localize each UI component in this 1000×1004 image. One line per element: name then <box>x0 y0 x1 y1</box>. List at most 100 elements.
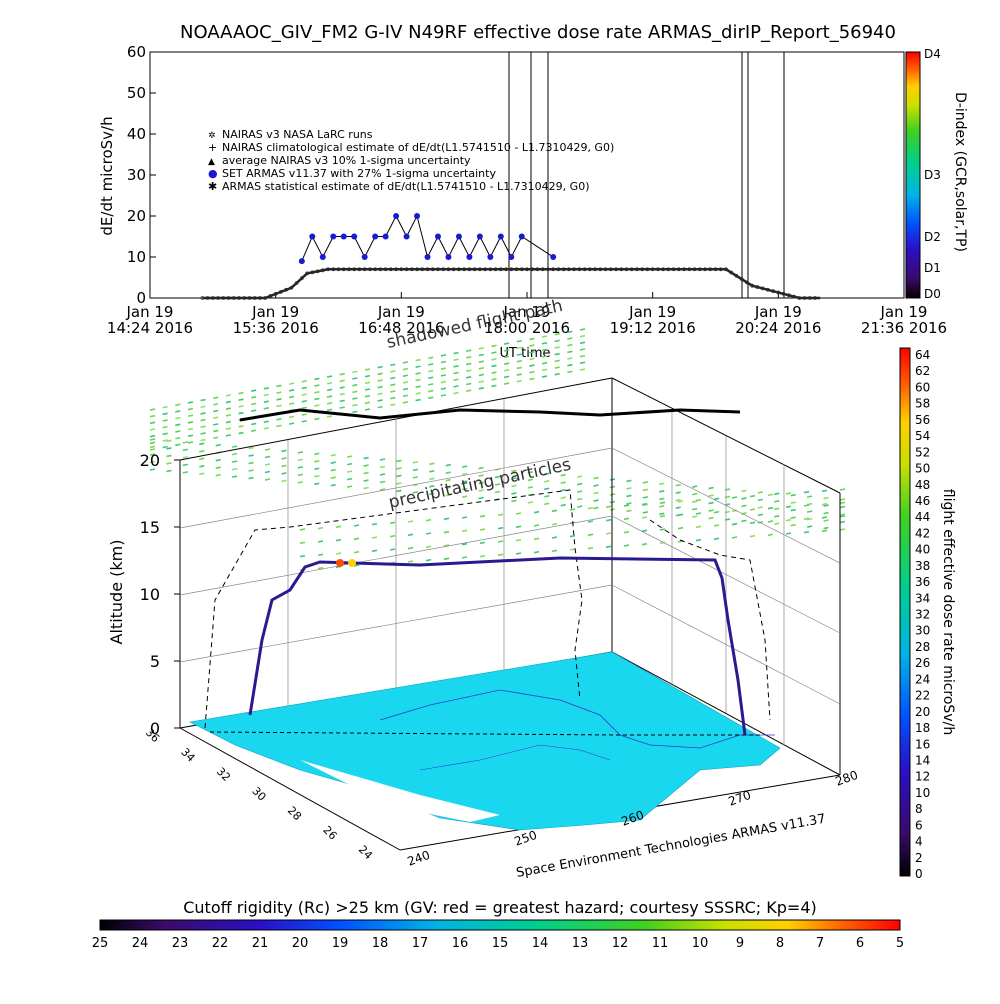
particle-dash <box>402 374 409 378</box>
particle-dash <box>264 470 271 474</box>
particle-dash <box>428 363 434 366</box>
particle-dash <box>415 398 421 402</box>
particle-dash <box>466 369 472 372</box>
particle-dash <box>288 402 295 405</box>
particle-dash <box>741 519 747 523</box>
particle-dash <box>213 416 219 420</box>
nairas-point <box>514 267 519 272</box>
flight-path-peak-dose <box>348 559 356 567</box>
cutoff-rigidity-tick-label: 8 <box>776 936 784 951</box>
particle-dash <box>790 523 796 527</box>
particle-dash <box>251 429 257 432</box>
particle-dash <box>641 529 648 533</box>
particle-dash <box>503 362 510 365</box>
particle-dash <box>479 528 486 531</box>
nairas-point <box>530 267 535 272</box>
particle-dash <box>478 373 484 377</box>
particle-dash <box>785 518 792 522</box>
shadowed-flight-path-right <box>649 519 771 721</box>
particle-dash <box>352 390 358 394</box>
particle-dash <box>301 419 307 423</box>
particle-dash <box>299 541 306 545</box>
particle-dash <box>774 492 780 496</box>
particle-dash <box>494 483 501 486</box>
particle-dash <box>412 491 419 494</box>
particle-dash <box>541 368 548 372</box>
particle-dash <box>708 509 714 512</box>
particle-dash <box>407 546 414 550</box>
particle-dash <box>297 458 304 462</box>
particle-dash <box>248 454 254 457</box>
particle-dash <box>567 357 573 360</box>
particle-dash <box>346 477 353 481</box>
particle-dash <box>790 493 796 497</box>
cutoff-rigidity-title: Cutoff rigidity (Rc) >25 km (GV: red = g… <box>183 898 817 917</box>
nairas-point <box>477 267 482 272</box>
particle-dash <box>821 502 828 506</box>
nairas-point <box>624 267 629 272</box>
particle-dash <box>371 549 378 553</box>
armas-point <box>424 254 431 260</box>
particle-dash <box>415 365 421 369</box>
particle-dash <box>402 387 409 391</box>
particle-dash <box>440 360 447 364</box>
particle-dash <box>453 385 459 388</box>
legend-marker-nairas-unc: ▲ <box>208 157 215 167</box>
particle-dash <box>379 458 386 461</box>
particle-dash <box>713 524 720 527</box>
particle-dash <box>554 372 560 376</box>
particle-dash <box>560 481 566 484</box>
nairas-point <box>457 267 461 272</box>
legend-marker-armas-stat: ✱ <box>208 180 217 193</box>
particle-dash <box>443 530 450 534</box>
particle-dash <box>301 413 307 416</box>
particle-dash <box>162 405 168 409</box>
latitude-tick-label: 26 <box>320 823 339 842</box>
particle-dash <box>579 361 586 365</box>
armas-point <box>298 258 305 265</box>
particle-dash <box>352 403 358 407</box>
cutoff-rigidity-tick-label: 21 <box>252 936 269 951</box>
dose-rate-tick-label: 18 <box>915 721 930 735</box>
particle-dash <box>390 363 396 367</box>
particle-dash <box>527 478 534 482</box>
particle-dash <box>587 533 594 537</box>
particle-dash <box>377 399 383 402</box>
particle-dash <box>774 500 780 503</box>
particle-dash <box>541 341 548 345</box>
nairas-point <box>745 280 749 285</box>
particle-dash <box>541 348 548 352</box>
particle-dash <box>479 554 486 558</box>
particle-dash <box>339 372 345 376</box>
particle-dash <box>741 489 747 493</box>
particle-dash <box>626 509 632 513</box>
particle-dash <box>511 499 517 503</box>
particle-dash <box>200 398 206 402</box>
nairas-point <box>619 267 624 272</box>
nairas-point <box>614 267 618 272</box>
legend-label-set-armas: SET ARMAS v11.37 with 27% 1-sigma uncert… <box>222 167 496 180</box>
dose-rate-tick-label: 48 <box>915 478 930 492</box>
dose-rate-tick-label: 64 <box>915 348 930 362</box>
legend-label-nairas-runs: NAIRAS v3 NASA LaRC runs <box>222 128 373 141</box>
nairas-point <box>252 296 257 300</box>
nairas-point <box>425 267 430 272</box>
particle-dash <box>491 344 497 348</box>
particle-dash <box>415 358 421 362</box>
particle-dash <box>576 482 583 486</box>
particle-dash <box>200 432 206 435</box>
particle-dash <box>248 446 254 450</box>
particle-dash <box>823 504 829 507</box>
particle-dash <box>675 506 681 509</box>
particle-dash <box>576 497 583 501</box>
particle-dash <box>821 529 828 533</box>
particle-dash <box>511 469 517 473</box>
latitude-tick-label: 30 <box>249 784 268 803</box>
particle-dash <box>263 420 269 423</box>
nairas-point <box>498 267 503 272</box>
particle-dash <box>364 388 371 391</box>
x-tick-time: 15:36 2016 <box>233 319 319 337</box>
nairas-point <box>352 267 357 272</box>
particle-dash <box>326 401 333 405</box>
particle-dash <box>187 434 194 438</box>
